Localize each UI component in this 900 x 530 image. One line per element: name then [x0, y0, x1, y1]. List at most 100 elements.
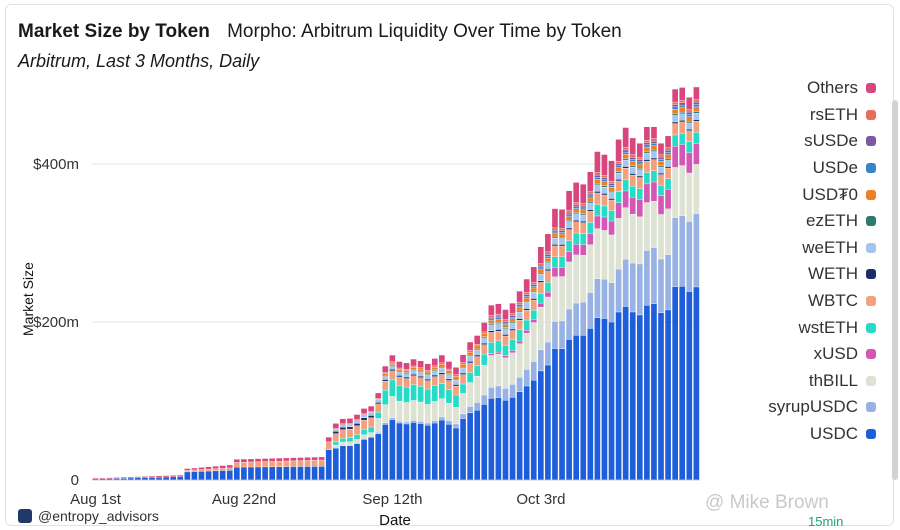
bar-segment — [693, 102, 700, 105]
bar-segment — [523, 333, 530, 370]
bar-segment — [354, 423, 360, 426]
legend-item[interactable]: rsETH — [768, 102, 876, 129]
bar-segment — [488, 342, 495, 354]
bar-segment — [658, 143, 664, 155]
bar-segment — [424, 423, 431, 426]
bar-segment — [135, 478, 141, 480]
bar-segment — [453, 367, 459, 375]
legend-item[interactable]: thBILL — [768, 368, 876, 395]
bar-segment — [629, 197, 636, 215]
bar-segment — [587, 198, 594, 202]
bar-segment — [446, 374, 452, 379]
bar-segment — [693, 104, 700, 107]
bar-segment — [644, 140, 650, 143]
bar-segment — [693, 213, 700, 287]
legend-swatch — [866, 189, 876, 200]
bar-segment — [410, 367, 417, 370]
bar-segment — [135, 476, 141, 478]
bar-segment — [665, 160, 671, 167]
bar-segment — [474, 410, 481, 480]
bar-segment — [446, 424, 452, 480]
legend-item[interactable]: WETH — [768, 261, 876, 288]
bar-segment — [474, 355, 481, 357]
bar-segment — [417, 376, 424, 378]
bar-segment — [587, 222, 594, 234]
bar-segment — [559, 234, 565, 238]
bar-segment — [566, 210, 572, 213]
footer-handle[interactable]: @entropy_advisors — [38, 508, 159, 524]
bar-segment — [460, 374, 466, 384]
bar-segment — [679, 107, 686, 113]
bar-segment — [431, 375, 438, 377]
bar-segment — [672, 107, 678, 110]
bar-segment — [580, 210, 587, 214]
bar-segment — [658, 185, 664, 196]
bar-segment — [537, 268, 544, 270]
legend-item[interactable]: xUSD — [768, 341, 876, 368]
bar-segment — [297, 466, 304, 480]
scrollbar[interactable] — [892, 100, 898, 480]
bar-segment — [417, 423, 424, 480]
bar-segment — [453, 379, 459, 380]
legend-item[interactable]: weETH — [768, 235, 876, 262]
bar-segment — [446, 389, 452, 403]
legend-swatch — [866, 429, 876, 440]
bar-segment — [552, 237, 558, 239]
bar-segment — [629, 159, 636, 162]
bar-segment — [622, 207, 629, 259]
bar-segment — [495, 317, 502, 320]
bar-segment — [537, 246, 544, 264]
bar-segment — [530, 284, 537, 287]
bar-segment — [347, 427, 353, 429]
legend-item[interactable]: ezETH — [768, 208, 876, 235]
bar-segment — [545, 261, 551, 263]
bar-segment — [481, 322, 488, 332]
bar-segment — [516, 306, 523, 308]
bar-segment — [467, 356, 473, 362]
bar-segment — [615, 181, 622, 192]
legend-item[interactable]: wstETH — [768, 314, 876, 341]
bar-segment — [615, 139, 622, 161]
bar-segment — [156, 477, 162, 480]
bar-segment — [573, 244, 580, 255]
bar-segment — [304, 466, 311, 480]
bar-segment — [552, 228, 558, 231]
bar-segment — [523, 298, 530, 301]
bar-segment — [509, 353, 516, 385]
bar-segment — [658, 214, 664, 259]
legend-item[interactable]: sUSDe — [768, 128, 876, 155]
legend-item[interactable]: WBTC — [768, 288, 876, 315]
bar-segment — [460, 364, 466, 368]
bar-segment — [530, 291, 537, 293]
x-tick-label: Sep 12th — [362, 491, 422, 508]
bar-segment — [566, 228, 572, 230]
bar-segment — [629, 312, 636, 480]
bar-segment — [530, 319, 537, 323]
bar-segment — [502, 309, 509, 320]
bar-segment — [354, 425, 360, 435]
bar-segment — [537, 266, 544, 268]
bar-segment — [396, 401, 403, 422]
bar-segment — [516, 308, 523, 311]
bar-segment — [233, 462, 240, 467]
bar-segment — [679, 102, 686, 105]
bar-segment — [340, 429, 346, 439]
legend-item[interactable]: USDC — [768, 421, 876, 448]
bar-segment — [467, 413, 473, 480]
bar-segment — [382, 376, 389, 380]
bar-segment — [431, 420, 438, 423]
bar-segment — [665, 150, 671, 153]
bar-segment — [255, 458, 261, 462]
chart-card: Market Size by Token Morpho: Arbitrum Li… — [5, 4, 894, 526]
bar-segment — [636, 162, 643, 164]
bar-segment — [636, 264, 643, 315]
bar-segment — [446, 361, 452, 369]
bar-segment — [608, 198, 615, 200]
legend-item[interactable]: Others — [768, 75, 876, 102]
legend-item[interactable]: USD₮0 — [768, 181, 876, 208]
legend-item[interactable]: USDe — [768, 155, 876, 182]
legend-item[interactable]: syrupUSDC — [768, 394, 876, 421]
bar-segment — [276, 466, 283, 480]
bar-segment — [686, 112, 693, 115]
